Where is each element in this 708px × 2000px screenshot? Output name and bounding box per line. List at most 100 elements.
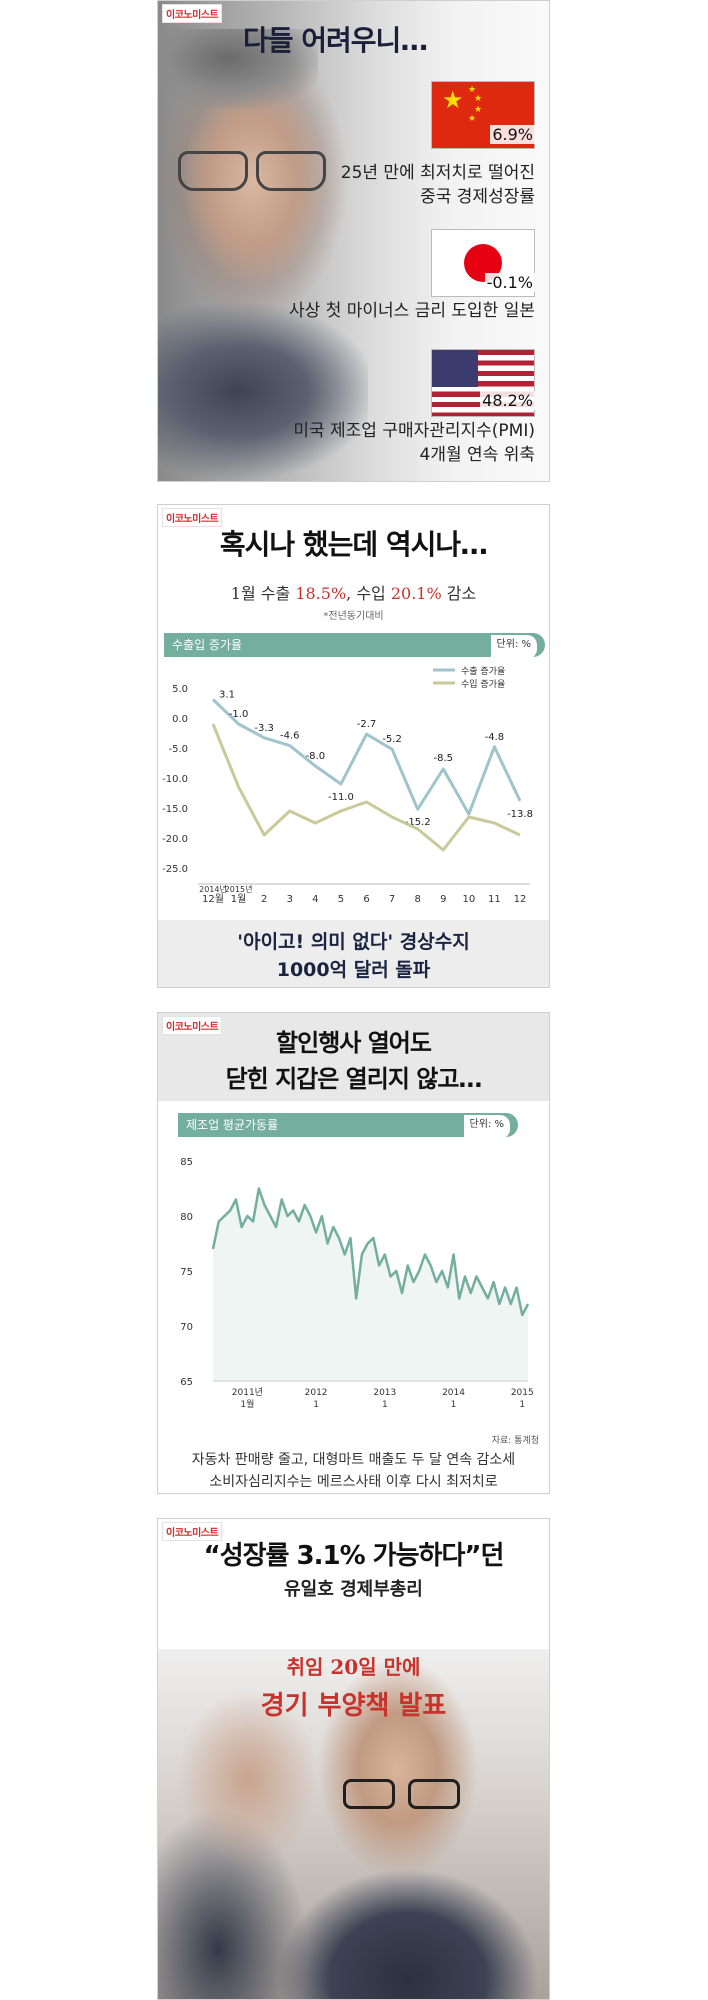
utilization-area: [213, 1188, 528, 1381]
x-tick-label: 10: [462, 894, 475, 905]
x-tick-label: 3: [287, 894, 293, 905]
x-tick-month: 1: [313, 1400, 319, 1410]
import-growth-line: [211, 723, 521, 852]
brand-logo: 이코노미스트: [162, 508, 223, 527]
panel4-red-line1: 취임 20일 만에: [286, 1655, 421, 1679]
data-label: -4.6: [280, 731, 300, 742]
chart1-label: 수출입 증가율: [172, 638, 243, 652]
data-label: -11.0: [328, 792, 354, 803]
china-growth-value: 6.9%: [490, 125, 535, 144]
chart2-label: 제조업 평균가동률: [186, 1118, 279, 1132]
panel4-person: 유일호 경제부총리: [284, 1579, 423, 1600]
japan-caption: 사상 첫 마이너스 금리 도입한 일본: [289, 301, 535, 321]
x-tick-month: 1월: [240, 1398, 254, 1410]
china-caption-line2: 중국 경제성장률: [420, 187, 535, 207]
y-tick-label: -5.0: [168, 744, 188, 755]
x-tick-year: 2014: [442, 1388, 465, 1398]
x-tick-label: 4: [312, 894, 318, 905]
japan-rate-value: -0.1%: [484, 273, 535, 292]
data-label: -2.7: [357, 719, 377, 730]
x-tick-label: 9: [440, 894, 446, 905]
glasses-right-lens: [408, 1779, 460, 1809]
panel2-subtitle: 1월 수출 18.5%, 수입 20.1% 감소: [158, 580, 549, 604]
data-label: -4.8: [485, 732, 505, 743]
chart2-header: 제조업 평균가동률 단위: %: [178, 1113, 518, 1139]
subtitle-import-value: 20.1%: [390, 584, 442, 603]
x-tick-year: 2015: [511, 1388, 534, 1398]
subtitle-export-value: 18.5%: [295, 584, 347, 603]
panel3-header: [158, 1013, 549, 1101]
portrait-hair: [158, 29, 318, 109]
subtitle-export-label: 1월 수출: [230, 584, 296, 603]
x-tick-label: 8: [414, 894, 420, 905]
x-tick-label: 6: [363, 894, 369, 905]
panel-global-economy: 이코노미스트 다들 어려우니… ★ ★ ★ ★ ★ 6.9% 25년 만에 최저…: [157, 0, 550, 482]
y-tick-label: 75: [180, 1267, 193, 1278]
data-label: -5.2: [382, 734, 402, 745]
brand-logo: 이코노미스트: [162, 1522, 223, 1541]
subtitle-decrease-label: 감소: [441, 584, 477, 603]
y-tick-label: -25.0: [162, 864, 188, 875]
glasses-left-lens: [343, 1779, 395, 1809]
x-tick-year: 2013: [373, 1388, 396, 1398]
x-tick-label: 7: [389, 894, 395, 905]
panel1-title: 다들 어려우니…: [243, 24, 428, 57]
panel2-footer: '아이고! 의미 없다' 경상수지 1000억 달러 돌파: [158, 920, 549, 987]
official-photo: [158, 1649, 549, 1999]
footer-line1: '아이고! 의미 없다' 경상수지: [237, 931, 470, 953]
data-label: -3.3: [254, 723, 274, 734]
brand-logo: 이코노미스트: [162, 1016, 223, 1035]
data-label: -8.0: [306, 751, 326, 762]
y-tick-label: 70: [180, 1322, 193, 1333]
glasses-left-lens: [178, 151, 248, 191]
panel4-red-line2: 경기 부양책 발표: [260, 1691, 447, 1721]
us-caption: 미국 제조업 구매자관리지수(PMI) 4개월 연속 위축: [293, 419, 535, 467]
y-tick-label: 80: [180, 1212, 193, 1223]
y-tick-label: 65: [180, 1377, 193, 1388]
y-tick-label: 0.0: [172, 714, 188, 725]
x-tick-label: 12: [514, 894, 527, 905]
panel3-title-line1: 할인행사 열어도: [276, 1029, 432, 1057]
export-growth-line: [211, 698, 522, 816]
y-tick-label: 5.0: [172, 684, 188, 695]
y-tick-label: -10.0: [162, 774, 188, 785]
x-tick-label: 2: [261, 894, 267, 905]
x-tick-label: 12월: [202, 893, 224, 905]
y-tick-label: -20.0: [162, 834, 188, 845]
us-caption-line2: 4개월 연속 위축: [419, 445, 535, 465]
china-caption: 25년 만에 최저치로 떨어진 중국 경제성장률: [341, 161, 535, 209]
panel3-caption-line1: 자동차 판매량 줄고, 대형마트 매출도 두 달 연속 감소세: [191, 1452, 516, 1468]
x-tick-label: 11: [488, 894, 501, 905]
panel-trade: 이코노미스트 혹시나 했는데 역시나… 1월 수출 18.5%, 수입 20.1…: [157, 504, 550, 988]
x-tick-month: 1: [451, 1400, 457, 1410]
footer-line2: 1000억 달러 돌파: [276, 959, 431, 981]
utilization-line: [211, 1187, 530, 1317]
x-year-label: 2015년: [225, 884, 253, 894]
panel2-note: *전년동기대비: [323, 611, 384, 622]
china-caption-line1: 25년 만에 최저치로 떨어진: [340, 163, 535, 183]
us-pmi-value: 48.2%: [480, 391, 535, 410]
glasses-right-lens: [256, 151, 326, 191]
panel3-caption-line2: 소비자심리지수는 메르스사태 이후 다시 최저치로: [209, 1474, 498, 1490]
y-tick-label: 85: [180, 1157, 193, 1168]
trade-growth-chart: 5.0 0.0 -5.0 -10.0 -15.0 -20.0 -25.0 12월 1월 2 3 4 5 6…: [162, 666, 533, 905]
data-label: -13.8: [507, 809, 533, 820]
panel-stimulus: 이코노미스트 “성장률 3.1% 가능하다”던 유일호 경제부총리 취임 20일…: [157, 1518, 550, 2000]
panel4-quote: “성장률 3.1% 가능하다”던: [203, 1541, 505, 1571]
us-flag-canton: [432, 350, 478, 387]
panel2-title: 혹시나 했는데 역시나…: [219, 528, 488, 561]
x-tick-year: 2012: [305, 1388, 328, 1398]
x-year-label: 2014년: [199, 884, 227, 894]
brand-logo: 이코노미스트: [162, 4, 223, 23]
x-tick-label: 5: [338, 894, 344, 905]
panel3-title-line2: 닫힌 지갑은 열리지 않고…: [225, 1065, 483, 1093]
chart1-unit: 단위: %: [490, 635, 537, 659]
us-caption-line1: 미국 제조업 구매자관리지수(PMI): [293, 421, 535, 441]
data-label: 3.1: [219, 689, 235, 700]
x-tick-month: 1: [519, 1400, 525, 1410]
legend-label: 수입 증가율: [461, 678, 505, 690]
data-label: -8.5: [433, 753, 453, 764]
legend-label: 수출 증가율: [461, 666, 505, 677]
subtitle-import-label: , 수입: [346, 584, 391, 603]
